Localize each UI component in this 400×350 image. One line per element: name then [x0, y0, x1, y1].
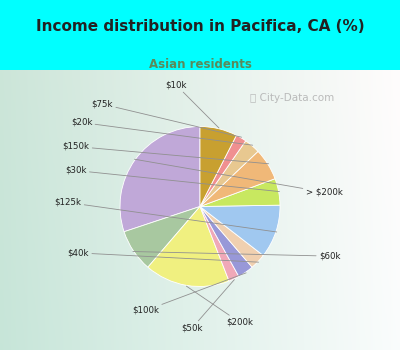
- Text: $20k: $20k: [71, 118, 253, 145]
- Wedge shape: [200, 205, 280, 256]
- Text: $200k: $200k: [186, 286, 254, 327]
- Wedge shape: [200, 206, 252, 276]
- Wedge shape: [148, 206, 229, 287]
- Text: $10k: $10k: [165, 80, 219, 128]
- Wedge shape: [120, 126, 200, 232]
- Text: $40k: $40k: [68, 248, 258, 262]
- Text: ⓘ City-Data.com: ⓘ City-Data.com: [250, 93, 334, 103]
- Text: Asian residents: Asian residents: [148, 58, 252, 71]
- Text: $75k: $75k: [92, 100, 242, 137]
- Wedge shape: [200, 135, 246, 206]
- Wedge shape: [200, 179, 280, 206]
- Wedge shape: [200, 206, 263, 267]
- Text: $150k: $150k: [62, 142, 268, 164]
- Wedge shape: [124, 206, 200, 267]
- Text: Income distribution in Pacifica, CA (%): Income distribution in Pacifica, CA (%): [36, 19, 364, 34]
- Wedge shape: [200, 206, 239, 281]
- Text: $30k: $30k: [65, 166, 280, 191]
- Text: $60k: $60k: [133, 252, 340, 261]
- Wedge shape: [200, 152, 275, 206]
- Text: $50k: $50k: [181, 280, 234, 332]
- Wedge shape: [200, 126, 236, 206]
- Text: > $200k: > $200k: [134, 159, 342, 197]
- Text: $100k: $100k: [132, 273, 246, 315]
- Text: $125k: $125k: [54, 198, 277, 232]
- Wedge shape: [200, 141, 258, 206]
